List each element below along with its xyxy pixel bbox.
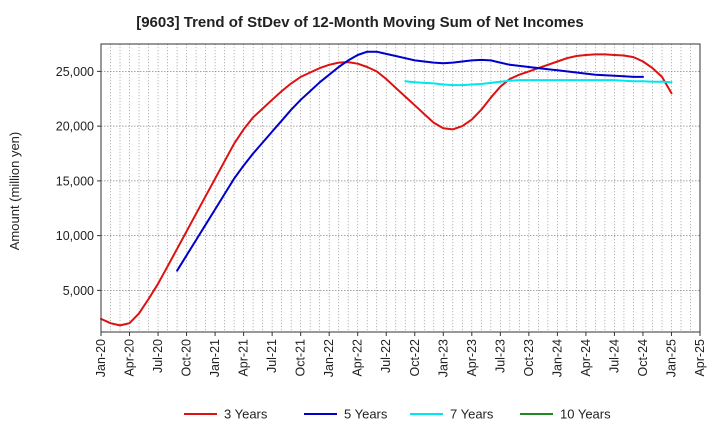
x-tick-label: Jul-22	[379, 339, 393, 373]
y-tick-label: 5,000	[63, 284, 94, 298]
legend: 3 Years 5 Years 7 Years 10 Years	[184, 407, 611, 422]
x-tick-label: Oct-21	[294, 339, 308, 377]
x-tick-label: Apr-21	[237, 339, 251, 377]
x-tick-label: Jan-24	[550, 339, 564, 377]
plot-frame	[100, 43, 701, 333]
x-tick-label: Jul-20	[151, 339, 165, 373]
series-line-1	[176, 50, 644, 272]
x-tick-label: Oct-20	[180, 339, 194, 377]
x-tick-label: Jan-22	[322, 339, 336, 377]
y-tick-label: 15,000	[56, 174, 94, 188]
x-tick-label: Jan-23	[436, 339, 450, 377]
x-tick-label: Apr-20	[123, 339, 137, 377]
y-tick-label: 20,000	[56, 120, 94, 134]
x-tick-label: Oct-23	[522, 339, 536, 377]
y-tick-label: 25,000	[56, 65, 94, 79]
series-line-0	[100, 53, 673, 327]
axis-layer: 5,000 10,000 15,000 20,000 25,000 Jan-20 Apr-2…	[56, 43, 707, 377]
chart-title: [9603] Trend of StDev of 12-Month Moving…	[136, 14, 584, 31]
x-tick-label: Jan-21	[208, 339, 222, 377]
x-tick-label: Apr-25	[693, 339, 707, 377]
x-tick-label: Jul-24	[607, 339, 621, 373]
x-tick-label: Jan-20	[94, 339, 108, 377]
x-tick-label: Apr-23	[465, 339, 479, 377]
grid-layer	[101, 44, 700, 332]
series-line-2	[404, 79, 673, 87]
legend-label-0: 3 Years	[224, 407, 268, 422]
x-tick-label: Jul-21	[265, 339, 279, 373]
x-tick-label: Apr-24	[579, 339, 593, 377]
legend-label-1: 5 Years	[344, 407, 388, 422]
x-tick-label: Jul-23	[493, 339, 507, 373]
x-tick-label: Oct-24	[636, 339, 650, 377]
y-tick-label: 10,000	[56, 229, 94, 243]
x-tick-label: Jan-25	[664, 339, 678, 377]
x-tick-label: Apr-22	[351, 339, 365, 377]
legend-label-2: 7 Years	[450, 407, 494, 422]
x-tick-label: Oct-22	[408, 339, 422, 377]
series-layer	[100, 50, 673, 327]
legend-label-3: 10 Years	[560, 407, 611, 422]
y-axis-label: Amount (million yen)	[7, 132, 22, 251]
